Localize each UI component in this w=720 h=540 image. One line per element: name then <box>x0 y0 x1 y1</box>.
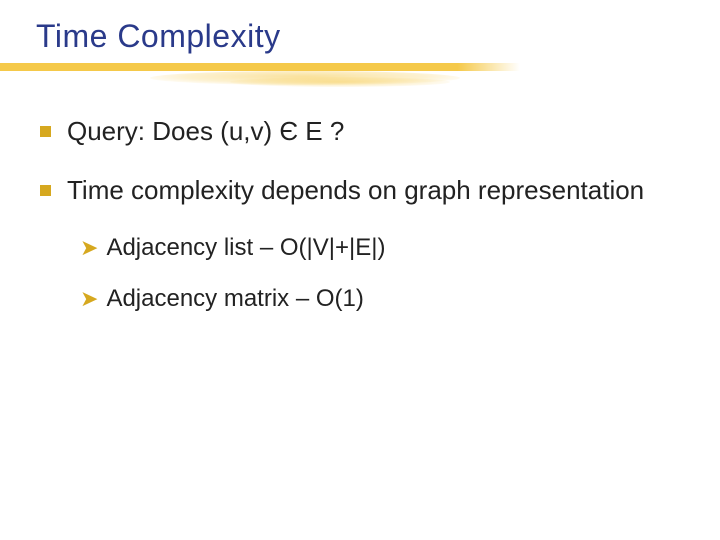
sub-bullet-item: ➤ Adjacency list – O(|V|+|E|) <box>80 232 690 263</box>
bullet-item: Time complexity depends on graph represe… <box>40 174 690 207</box>
bullet-text: Time complexity depends on graph represe… <box>67 174 690 207</box>
arrow-bullet-icon: ➤ <box>80 234 98 263</box>
sub-bullet-text: Adjacency list – O(|V|+|E|) <box>106 232 385 263</box>
underline-bar <box>0 63 520 71</box>
slide-body: Query: Does (u,v) Є E ? Time complexity … <box>36 115 690 314</box>
arrow-bullet-icon: ➤ <box>80 285 98 314</box>
square-bullet-icon <box>40 126 51 137</box>
slide-container: Time Complexity Query: Does (u,v) Є E ? … <box>0 0 720 540</box>
slide-title: Time Complexity <box>36 18 690 55</box>
sub-bullet-group: ➤ Adjacency list – O(|V|+|E|) ➤ Adjacenc… <box>40 232 690 314</box>
bullet-item: Query: Does (u,v) Є E ? <box>40 115 690 148</box>
title-underline <box>0 61 720 91</box>
underline-smear <box>230 77 450 87</box>
sub-bullet-text: Adjacency matrix – O(1) <box>106 283 363 314</box>
sub-bullet-item: ➤ Adjacency matrix – O(1) <box>80 283 690 314</box>
square-bullet-icon <box>40 185 51 196</box>
bullet-text: Query: Does (u,v) Є E ? <box>67 115 690 148</box>
